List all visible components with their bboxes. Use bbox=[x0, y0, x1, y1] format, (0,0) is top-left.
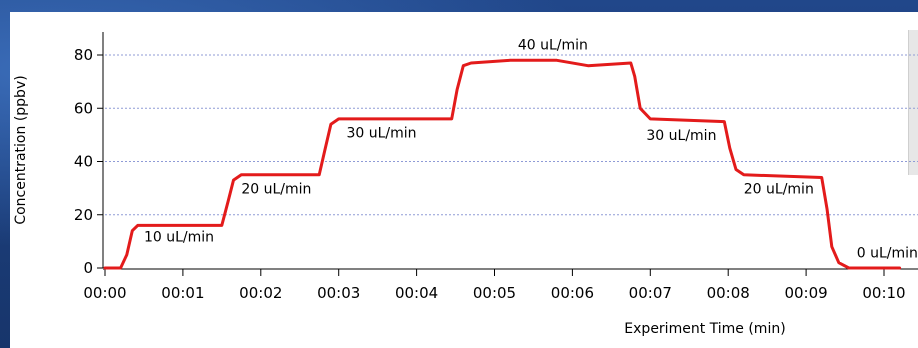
y-tick-label-80: 80 bbox=[74, 46, 93, 64]
side-panel-edge bbox=[908, 30, 918, 175]
y-tick-label-20: 20 bbox=[74, 206, 93, 224]
x-tick-label-2: 00:02 bbox=[239, 284, 282, 302]
x-tick-label-4: 00:04 bbox=[395, 284, 438, 302]
y-ticks: 0 20 40 60 80 bbox=[74, 46, 103, 277]
y-axis-label: Concentration (ppbv) bbox=[13, 75, 29, 224]
annotations: 10 uL/min 20 uL/min 30 uL/min 40 uL/min 30 u… bbox=[144, 38, 918, 262]
flow-rate-label-3: 40 uL/min bbox=[518, 38, 588, 54]
x-tick-label-9: 00:09 bbox=[784, 284, 827, 302]
x-tick-label-3: 00:03 bbox=[317, 284, 360, 302]
x-axis-label: Experiment Time (min) bbox=[624, 321, 785, 337]
x-tick-label-5: 00:05 bbox=[473, 284, 516, 302]
x-tick-label-1: 00:01 bbox=[161, 284, 204, 302]
x-ticks: 00:00 00:01 00:02 00:03 00:04 00:05 00:06 00:07… bbox=[83, 269, 906, 302]
flow-rate-label-5: 20 uL/min bbox=[744, 181, 814, 197]
x-tick-label-7: 00:07 bbox=[629, 284, 672, 302]
x-tick-label-8: 00:08 bbox=[707, 284, 750, 302]
x-tick-label-6: 00:06 bbox=[551, 284, 594, 302]
y-tick-label-40: 40 bbox=[74, 153, 93, 171]
x-tick-label-0: 00:00 bbox=[83, 284, 126, 302]
series bbox=[103, 58, 902, 270]
axes bbox=[102, 32, 918, 270]
flow-rate-label-2: 30 uL/min bbox=[346, 126, 416, 142]
grid-lines bbox=[105, 54, 918, 216]
flow-rate-label-6: 0 uL/min bbox=[857, 245, 918, 261]
x-tick-label-10: 00:10 bbox=[862, 284, 905, 302]
flow-rate-label-0: 10 uL/min bbox=[144, 229, 214, 245]
y-tick-label-0: 0 bbox=[83, 259, 93, 277]
series-line-0 bbox=[103, 58, 902, 270]
flow-rate-label-1: 20 uL/min bbox=[241, 181, 311, 197]
flow-rate-label-4: 30 uL/min bbox=[646, 128, 716, 144]
y-tick-label-60: 60 bbox=[74, 99, 93, 117]
